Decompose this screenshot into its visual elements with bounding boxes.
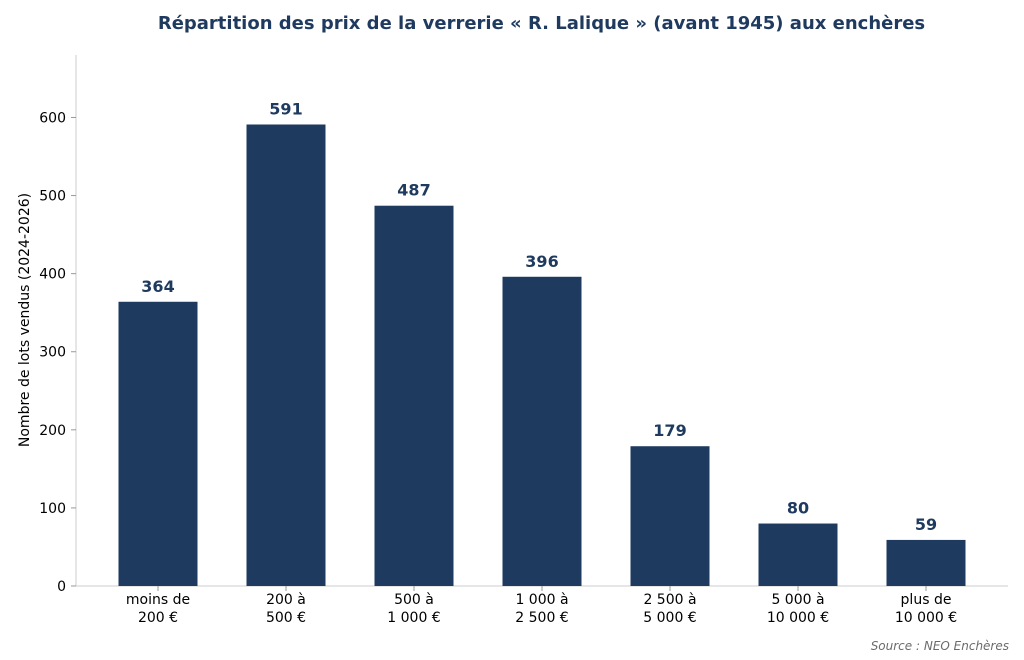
- y-tick-label: 400: [39, 267, 66, 283]
- x-tick-label: 10 000 €: [767, 610, 829, 626]
- x-tick-label: 500 à: [394, 592, 434, 608]
- data-label: 487: [397, 181, 430, 200]
- bar: [758, 523, 838, 586]
- bar: [246, 124, 326, 586]
- y-tick-label: 0: [57, 579, 66, 595]
- x-tick-label: plus de: [901, 592, 952, 608]
- bar: [118, 301, 198, 586]
- data-label: 59: [915, 515, 937, 534]
- data-label: 179: [653, 421, 686, 440]
- y-tick-label: 600: [39, 110, 66, 126]
- data-label: 80: [787, 499, 809, 518]
- x-tick-label: 5 000 à: [771, 592, 824, 608]
- bar: [886, 539, 966, 586]
- data-label: 364: [141, 277, 174, 296]
- bar: [630, 446, 710, 586]
- y-tick-label: 200: [39, 423, 66, 439]
- x-tick-label: 2 500 €: [515, 610, 568, 626]
- source-note: Source : NEO Enchères: [870, 639, 1009, 653]
- chart-title: Répartition des prix de la verrerie « R.…: [157, 13, 926, 34]
- bar: [374, 205, 454, 586]
- y-axis-label: Nombre de lots vendus (2024-2026): [17, 193, 33, 447]
- x-tick-label: 5 000 €: [643, 610, 696, 626]
- x-tick-label: 1 000 €: [387, 610, 440, 626]
- x-tick-label: 200 à: [266, 592, 306, 608]
- x-tick-label: 200 €: [138, 610, 178, 626]
- y-tick-label: 500: [39, 189, 66, 205]
- x-tick-label: 500 €: [266, 610, 306, 626]
- x-tick-label: moins de: [126, 592, 190, 608]
- x-tick-label: 10 000 €: [895, 610, 957, 626]
- data-label: 591: [269, 99, 302, 118]
- data-label: 396: [525, 252, 558, 271]
- bar: [502, 276, 582, 586]
- y-tick-label: 100: [39, 501, 66, 517]
- x-tick-label: 2 500 à: [643, 592, 696, 608]
- y-tick-label: 300: [39, 345, 66, 361]
- x-tick-label: 1 000 à: [515, 592, 568, 608]
